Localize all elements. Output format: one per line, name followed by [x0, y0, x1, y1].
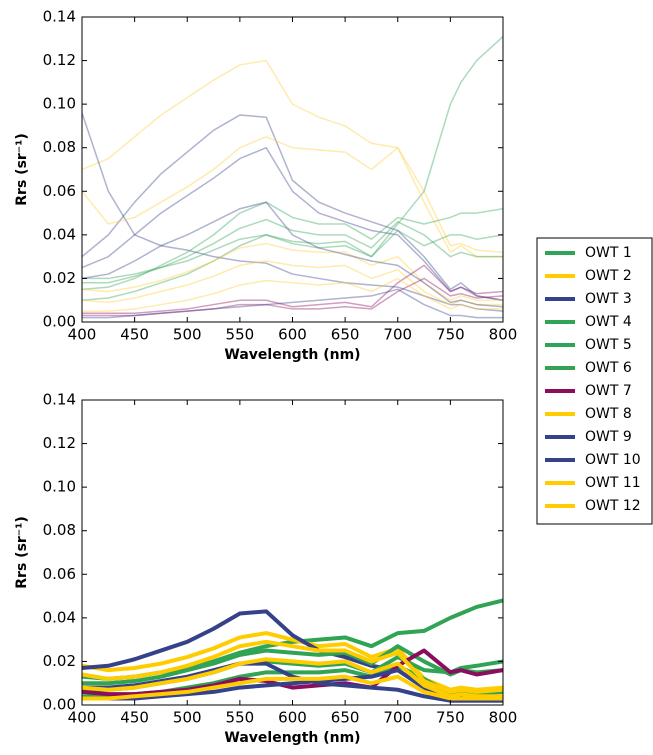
x-tick-label: 800 — [489, 326, 518, 344]
x-tick-label: 500 — [173, 326, 202, 344]
x-axis-label: Wavelength (nm) — [224, 347, 360, 363]
spectrum-line — [82, 201, 503, 308]
legend-label: OWT 12 — [585, 498, 641, 514]
y-tick-label: 0.10 — [43, 478, 76, 496]
y-tick-label: 0.08 — [43, 138, 76, 156]
x-tick-label: 400 — [68, 709, 97, 727]
spectrum-line — [82, 114, 503, 301]
spectrum-line — [82, 277, 503, 317]
spectrum-line — [82, 59, 503, 254]
spectrum-line — [82, 674, 503, 701]
x-tick-label: 550 — [226, 326, 255, 344]
x-tick-label: 600 — [278, 709, 307, 727]
legend-label: OWT 8 — [585, 406, 632, 422]
y-tick-label: 0.02 — [43, 269, 76, 287]
spectrum-line — [82, 146, 503, 301]
spectrum-line — [82, 648, 503, 697]
x-tick-label: 800 — [489, 709, 518, 727]
legend-label: OWT 2 — [585, 268, 632, 284]
y-tick-label: 0.12 — [43, 434, 76, 452]
spectrum-line — [82, 242, 503, 301]
y-tick-label: 0.02 — [43, 652, 76, 670]
x-tick-label: 750 — [436, 709, 465, 727]
legend-label: OWT 3 — [585, 291, 632, 307]
legend-label: OWT 6 — [585, 360, 632, 376]
spectrum-line — [82, 260, 503, 306]
legend-box — [536, 237, 653, 525]
x-tick-label: 450 — [120, 326, 149, 344]
y-tick-label: 0.12 — [43, 51, 76, 69]
y-tick-label: 0.04 — [43, 225, 76, 243]
spectrum-line — [82, 112, 503, 312]
legend-label: OWT 10 — [585, 452, 641, 468]
x-tick-label: 600 — [278, 326, 307, 344]
spectrum-line — [82, 657, 503, 699]
spectrum-line — [82, 201, 503, 291]
x-tick-label: 500 — [173, 709, 202, 727]
plot-frame — [81, 399, 504, 706]
legend-label: OWT 5 — [585, 337, 632, 353]
y-tick-label: 0.14 — [43, 391, 76, 409]
x-tick-label: 750 — [436, 326, 465, 344]
y-tick-label: 0.06 — [43, 565, 76, 583]
x-tick-label: 700 — [383, 709, 412, 727]
y-tick-label: 0.10 — [43, 95, 76, 113]
legend-label: OWT 4 — [585, 314, 632, 330]
y-tick-label: 0.00 — [43, 696, 76, 714]
y-tick-label: 0.00 — [43, 313, 76, 331]
x-tick-label: 400 — [68, 326, 97, 344]
y-tick-label: 0.08 — [43, 521, 76, 539]
legend-label: OWT 7 — [585, 383, 632, 399]
y-tick-label: 0.14 — [43, 8, 76, 26]
legend-label: OWT 11 — [585, 475, 641, 491]
spectrum-line — [82, 288, 503, 319]
spectrum-line — [82, 218, 503, 284]
spectrum-line — [82, 264, 503, 315]
y-tick-label: 0.06 — [43, 182, 76, 200]
spectrum-line — [82, 36, 503, 280]
x-tick-label: 550 — [226, 709, 255, 727]
spectrum-line — [82, 229, 503, 301]
y-axis-label: Rrs (sr⁻¹) — [14, 516, 30, 588]
y-tick-label: 0.04 — [43, 608, 76, 626]
spectrum-line — [82, 136, 503, 258]
x-tick-label: 700 — [383, 326, 412, 344]
legend-label: OWT 9 — [585, 429, 632, 445]
x-tick-label: 650 — [331, 326, 360, 344]
spectrum-line — [82, 639, 503, 694]
x-tick-label: 450 — [120, 709, 149, 727]
x-axis-label: Wavelength (nm) — [224, 730, 360, 746]
legend-label: OWT 1 — [585, 245, 632, 261]
y-axis-label: Rrs (sr⁻¹) — [14, 133, 30, 205]
spectrum-line — [82, 277, 503, 312]
x-tick-label: 650 — [331, 709, 360, 727]
